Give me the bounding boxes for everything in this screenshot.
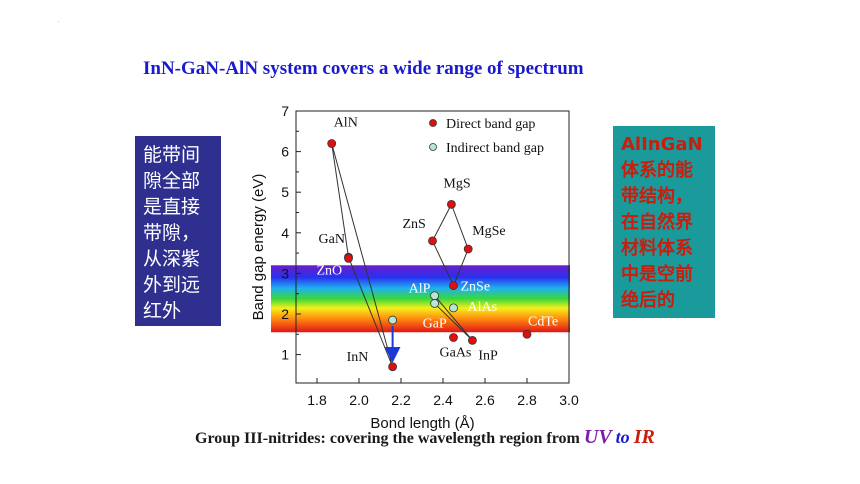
x-tick-label: 2.2 bbox=[391, 392, 411, 408]
right-box-line: 绝后的 bbox=[621, 290, 675, 311]
y-axis-label: Band gap energy (eV) bbox=[250, 174, 267, 321]
x-tick-label: 1.8 bbox=[307, 392, 327, 408]
point-label: AlAs bbox=[468, 300, 498, 315]
x-tick-label: 3.0 bbox=[559, 392, 579, 408]
y-tick-label: 3 bbox=[281, 265, 289, 281]
alloy-curve bbox=[331, 143, 394, 367]
slide-title: InN-GaN-AlN system covers a wide range o… bbox=[143, 58, 584, 79]
legend-indirect-label: Indirect band gap bbox=[446, 141, 544, 156]
caption-to: to bbox=[615, 427, 630, 447]
data-point bbox=[388, 362, 398, 372]
data-point bbox=[344, 253, 353, 263]
data-point bbox=[463, 244, 473, 254]
x-tick-label: 2.8 bbox=[517, 392, 537, 408]
point-label: GaAs bbox=[440, 346, 472, 361]
y-tick-label: 6 bbox=[281, 144, 289, 160]
alloy-curve bbox=[450, 204, 469, 250]
x-tick-label: 2.4 bbox=[433, 392, 453, 408]
right-box-line: 中是空前 bbox=[621, 264, 693, 285]
point-label: ZnO bbox=[317, 263, 343, 278]
caption-uv: UV bbox=[583, 426, 612, 448]
data-point bbox=[446, 199, 456, 209]
visible-spectrum-band bbox=[271, 265, 570, 333]
alloy-curve bbox=[434, 295, 473, 341]
data-point bbox=[449, 281, 458, 290]
right-box-line: 材料体系 bbox=[621, 238, 693, 259]
left-text-box: 能带间 隙全部 是直接 带隙， 从深紫 外到远 红外 bbox=[135, 136, 221, 326]
alloy-curve bbox=[453, 248, 469, 286]
left-box-line: 红外 bbox=[143, 300, 182, 322]
data-point bbox=[522, 329, 532, 339]
point-label: AlP bbox=[409, 282, 431, 297]
point-label: MgS bbox=[443, 176, 470, 191]
right-text-box: AlInGaN 体系的能 带结构， 在自然界 材料体系 中是空前 绝后的 bbox=[613, 126, 715, 318]
data-point bbox=[449, 333, 458, 342]
point-label: ZnS bbox=[403, 217, 426, 232]
legend-direct-label: Direct band gap bbox=[446, 117, 535, 132]
point-label: InP bbox=[478, 348, 498, 363]
left-box-line: 是直接 bbox=[143, 196, 201, 218]
left-box-line: 外到远 bbox=[143, 274, 201, 296]
right-box-line: 带结构， bbox=[621, 186, 693, 207]
point-label: GaP bbox=[423, 316, 447, 331]
corner-mark: . bbox=[58, 18, 60, 24]
data-point bbox=[430, 291, 440, 301]
point-label: ZnSe bbox=[461, 280, 491, 295]
data-point bbox=[327, 139, 337, 148]
alloy-curve bbox=[434, 303, 473, 341]
data-point bbox=[449, 303, 458, 313]
caption-text: Group III-nitrides: covering the wavelen… bbox=[195, 430, 584, 447]
left-box-line: 能带间 bbox=[143, 144, 201, 166]
right-box-line: AlInGaN bbox=[621, 134, 703, 155]
y-tick-label: 1 bbox=[281, 347, 289, 363]
data-point bbox=[388, 315, 398, 325]
y-tick-label: 7 bbox=[281, 103, 289, 119]
data-point bbox=[430, 299, 440, 308]
alloy-curve bbox=[331, 143, 349, 258]
y-tick-label: 2 bbox=[281, 306, 289, 322]
legend-indirect-marker bbox=[429, 143, 437, 151]
y-tick-label: 4 bbox=[281, 225, 289, 241]
x-tick-label: 2.0 bbox=[349, 392, 369, 408]
left-box-line: 带隙， bbox=[143, 222, 201, 244]
left-box-line: 从深紫 bbox=[143, 248, 201, 270]
point-label: MgSe bbox=[472, 224, 505, 239]
x-axis-label: Bond length (Å) bbox=[370, 415, 474, 432]
alloy-curve bbox=[432, 240, 454, 286]
point-label: InN bbox=[347, 350, 369, 365]
bottom-caption: Group III-nitrides: covering the wavelen… bbox=[195, 426, 655, 449]
point-label: AlN bbox=[334, 115, 358, 130]
x-tick-label: 2.6 bbox=[475, 392, 495, 408]
point-label: GaN bbox=[319, 232, 345, 247]
data-point bbox=[467, 335, 477, 345]
legend-direct-marker bbox=[429, 119, 437, 127]
data-point bbox=[428, 236, 437, 246]
right-box-line: 在自然界 bbox=[621, 212, 693, 233]
point-label: CdTe bbox=[528, 314, 558, 329]
alloy-curve bbox=[432, 204, 452, 242]
plot-frame bbox=[295, 110, 570, 384]
y-tick-label: 5 bbox=[281, 184, 289, 200]
right-box-line: 体系的能 bbox=[621, 160, 693, 181]
left-box-line: 隙全部 bbox=[143, 170, 201, 192]
caption-ir: IR bbox=[633, 426, 655, 448]
